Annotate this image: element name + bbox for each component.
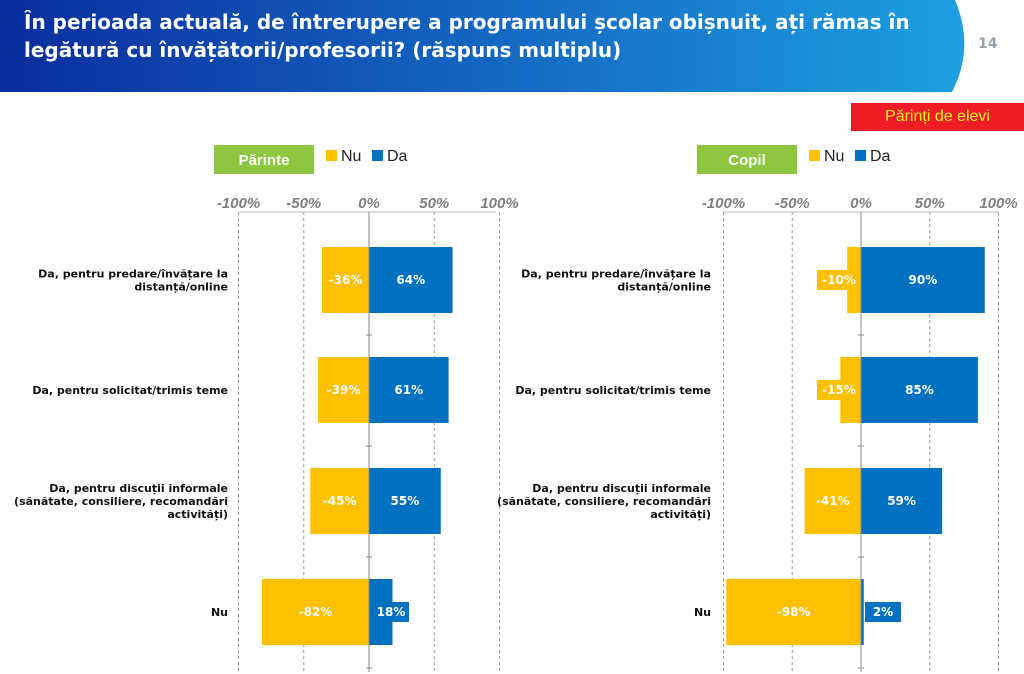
legend-swatch-da — [372, 150, 383, 161]
category-label: Da, pentru solicitat/trimis teme — [515, 384, 711, 397]
legend-swatch-da — [855, 150, 866, 161]
data-label-nu: -82% — [299, 605, 333, 619]
category-label-line: distanță/online — [134, 281, 228, 294]
legend-label-da: Da — [387, 148, 408, 165]
legend-swatch-nu — [809, 150, 820, 161]
legend-swatch-nu — [326, 150, 337, 161]
data-label-da: 85% — [905, 383, 934, 397]
panel-label: Copil — [728, 152, 766, 169]
legend-label-nu: Nu — [341, 148, 361, 165]
data-label-nu: -45% — [323, 494, 357, 508]
data-label-nu: -15% — [822, 383, 856, 397]
legend-label-da: Da — [870, 148, 891, 165]
x-tick-label: 50% — [419, 195, 449, 212]
data-label-nu-box — [817, 270, 861, 290]
category-label-line: Da, pentru discuții informale — [532, 482, 711, 495]
header-band — [0, 0, 965, 92]
bar-da — [861, 357, 978, 423]
data-label-nu: -41% — [816, 494, 850, 508]
x-tick-label: 50% — [915, 195, 945, 212]
category-label-line: distanță/online — [617, 281, 711, 294]
data-label-da: 90% — [909, 273, 938, 287]
category-label: Nu — [211, 606, 228, 619]
category-label-line: (sănătate, consiliere, recomandări — [14, 495, 228, 508]
data-label-da-box — [373, 602, 409, 622]
x-tick-label: -50% — [286, 195, 321, 212]
slide-title: În perioada actuală, de întrerupere a pr… — [24, 10, 910, 62]
bar-nu — [726, 579, 861, 645]
data-label-nu: -39% — [327, 383, 361, 397]
panel-label-box — [697, 145, 797, 174]
bar-nu — [318, 357, 369, 423]
category-label-line: activități) — [650, 508, 711, 521]
bar-da — [369, 247, 453, 313]
x-tick-label: 100% — [480, 195, 518, 212]
page-number: 14 — [978, 36, 998, 52]
category-label-line: Da, pentru discuții informale — [49, 482, 228, 495]
bar-da — [369, 468, 441, 534]
data-label-nu-box — [817, 380, 861, 400]
data-label-da: 2% — [873, 605, 893, 619]
bar-nu — [804, 468, 861, 534]
bar-da — [861, 468, 943, 534]
data-label-da: 55% — [391, 494, 420, 508]
x-tick-label: -100% — [217, 195, 260, 212]
data-label-da: 61% — [394, 383, 423, 397]
category-label-line: Da, pentru solicitat/trimis teme — [32, 384, 228, 397]
data-label-nu: -10% — [822, 273, 856, 287]
category-label-line: Nu — [694, 606, 711, 619]
bar-da — [861, 247, 985, 313]
category-label-line: Da, pentru predare/învățare la — [38, 268, 228, 281]
panel-label: Părinte — [239, 152, 290, 169]
bar-da — [369, 357, 449, 423]
legend-label-nu: Nu — [824, 148, 844, 165]
data-label-da-box — [865, 602, 901, 622]
category-label-line: Da, pentru predare/învățare la — [521, 268, 711, 281]
data-label-nu: -36% — [329, 273, 363, 287]
data-label-da: 59% — [887, 494, 916, 508]
bar-nu — [322, 247, 369, 313]
x-tick-label: -100% — [702, 195, 745, 212]
category-label: Da, pentru solicitat/trimis teme — [32, 384, 228, 397]
x-tick-label: 0% — [850, 195, 872, 212]
category-label-line: Da, pentru solicitat/trimis teme — [515, 384, 711, 397]
chart-parinte: Părinte Nu Da -100% -50% 0% 50% 100% -36% 64% Da, … — [14, 145, 519, 672]
category-label-line: activități) — [167, 508, 228, 521]
bar-nu — [310, 468, 369, 534]
data-label-nu: -98% — [777, 605, 811, 619]
category-label: Nu — [694, 606, 711, 619]
category-label-line: (sănătate, consiliere, recomandări — [497, 495, 711, 508]
category-label: Da, pentru discuții informale (sănătate, … — [497, 482, 711, 521]
data-label-da: 18% — [377, 605, 406, 619]
x-tick-label: -50% — [775, 195, 810, 212]
data-label-da: 64% — [396, 273, 425, 287]
bar-da — [861, 579, 864, 645]
panel-label-box — [214, 145, 314, 174]
category-label: Da, pentru discuții informale (sănătate, … — [14, 482, 228, 521]
category-label: Da, pentru predare/învățare la distanță/o… — [38, 268, 228, 294]
category-label-line: Nu — [211, 606, 228, 619]
chart-copil: Copil Nu Da -100% -50% 0% 50% 100% -10% 90% Da, pe… — [497, 145, 1018, 672]
x-tick-label: 0% — [358, 195, 380, 212]
category-label: Da, pentru predare/învățare la distanță/o… — [521, 268, 711, 294]
audience-badge: Părinți de elevi — [851, 103, 1024, 131]
x-tick-label: 100% — [979, 195, 1017, 212]
bar-nu — [261, 579, 369, 645]
slide-header: În perioada actuală, de întrerupere a pr… — [0, 0, 1024, 96]
